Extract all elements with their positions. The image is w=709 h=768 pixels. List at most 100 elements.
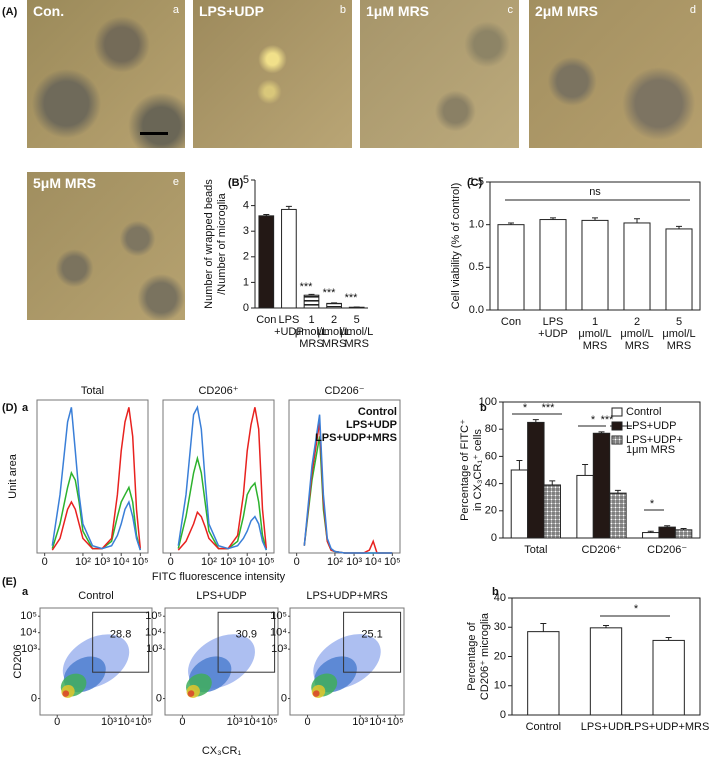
y-tick-label: 60	[485, 450, 497, 462]
y-tick-label: 1.0	[469, 219, 484, 231]
bar	[658, 526, 676, 539]
histogram-line	[51, 407, 142, 551]
y-tick-label: 4	[243, 200, 249, 212]
bar	[527, 631, 560, 716]
x-tick-label: LPS+UDP	[581, 721, 631, 733]
x-tick-label: 10²	[201, 556, 217, 568]
bar	[527, 421, 545, 539]
y-axis-label: Number of wrapped beads/Number of microg…	[203, 179, 228, 309]
y-axis-label: Unit area	[7, 453, 19, 499]
x-tick-label: 10⁵	[261, 716, 278, 728]
significance-label: *	[634, 603, 639, 615]
y-tick-label: 10⁴	[145, 627, 162, 639]
x-tick-label: 0	[54, 716, 60, 728]
panel-label: (B)	[228, 177, 244, 189]
image-label: 1μM MRS	[366, 3, 430, 19]
error-bar	[263, 214, 270, 216]
bar	[592, 432, 611, 539]
micrograph: 2μM MRS d	[529, 0, 702, 148]
bar	[665, 228, 693, 311]
y-axis-label: CD206	[12, 644, 24, 678]
image-letter: a	[172, 4, 179, 16]
error-bar	[647, 530, 654, 533]
bar	[303, 294, 320, 309]
gate	[343, 611, 402, 673]
x-tick-label: 10³	[227, 716, 243, 728]
x-tick-label: 10⁵	[387, 716, 404, 728]
significance-label: ***	[300, 281, 314, 293]
density-cloud	[62, 690, 70, 697]
error-bar	[634, 218, 640, 223]
x-tick-label: 10⁵	[135, 716, 152, 728]
x-tick-label: 0	[42, 556, 48, 568]
y-tick-label: 40	[485, 478, 497, 490]
bar	[539, 219, 567, 311]
x-tick-label: 10³	[101, 716, 117, 728]
y-tick-label: 10⁴	[20, 627, 37, 639]
error-bar	[285, 205, 292, 210]
x-tick-label: Con	[501, 316, 521, 328]
x-tick-label: 10⁵	[132, 556, 149, 568]
significance-label: *	[650, 498, 655, 510]
error-bar	[508, 222, 514, 225]
x-tick-label: 0	[304, 716, 310, 728]
bar	[589, 627, 623, 716]
panel-label: (D)	[2, 402, 18, 414]
y-tick-label: 10	[494, 680, 506, 692]
error-bar	[592, 217, 598, 221]
legend-swatch	[611, 407, 623, 417]
image-letter: d	[689, 4, 696, 16]
x-tick-label: Control	[526, 721, 561, 733]
x-tick-label: 1 μmol/L MRS	[578, 316, 611, 352]
plot-frame	[289, 607, 405, 716]
y-axis-label: Cell viability (% of control)	[450, 183, 462, 310]
x-tick-label: Total	[524, 544, 547, 556]
panel-label: (A)	[2, 6, 18, 18]
histogram-line	[177, 455, 268, 551]
density-cloud	[187, 690, 195, 697]
significance-label: ***	[542, 402, 556, 414]
image-letter: b	[339, 4, 346, 16]
legend-label: LPS+UDP	[626, 420, 676, 432]
subpanel-label: b	[492, 586, 499, 598]
histogram-line	[177, 407, 268, 551]
gate	[217, 611, 276, 673]
legend-label: Control	[626, 406, 661, 418]
micrograph: LPS+UDP b	[193, 0, 352, 148]
image-label: 5μM MRS	[33, 175, 97, 191]
significance-label: ***	[601, 414, 615, 426]
image-letter: e	[172, 176, 179, 188]
x-tick-label: 10⁴	[118, 716, 135, 728]
panel-title: CD206⁻	[324, 385, 364, 397]
legend-label: LPS+UDP+MRS	[315, 432, 397, 444]
micrograph: 5μM MRS e	[27, 172, 185, 320]
y-tick-label: 30	[494, 621, 506, 633]
panel-label: (C)	[467, 177, 483, 189]
y-tick-label: 20	[485, 505, 497, 517]
panel-title: LPS+UDP	[196, 590, 246, 602]
significance-label: ns	[589, 186, 601, 198]
y-tick-label: 3	[243, 225, 249, 237]
error-bar	[331, 302, 338, 304]
x-tick-label: 0	[168, 556, 174, 568]
histogram-line	[51, 470, 142, 551]
error-bar	[582, 464, 589, 476]
scale-bar	[140, 132, 168, 135]
error-bar	[676, 225, 682, 229]
x-tick-label: 2 μmol/L MRS	[620, 316, 653, 352]
x-tick-label: 10⁵	[384, 556, 401, 568]
bar	[674, 529, 693, 539]
x-tick-label: 0	[179, 716, 185, 728]
y-tick-label: 1	[243, 276, 249, 288]
y-tick-label: 10³	[271, 643, 287, 655]
x-tick-label: 10³	[220, 556, 236, 568]
x-tick-label: LPS+UDP	[274, 314, 304, 338]
y-tick-label: 10³	[146, 643, 162, 655]
error-bar	[532, 419, 539, 423]
bar	[258, 215, 275, 309]
y-tick-label: 10³	[21, 643, 37, 655]
x-tick-label: CD206⁻	[647, 544, 687, 556]
y-tick-label: 2	[243, 251, 249, 263]
error-bar	[664, 525, 671, 528]
